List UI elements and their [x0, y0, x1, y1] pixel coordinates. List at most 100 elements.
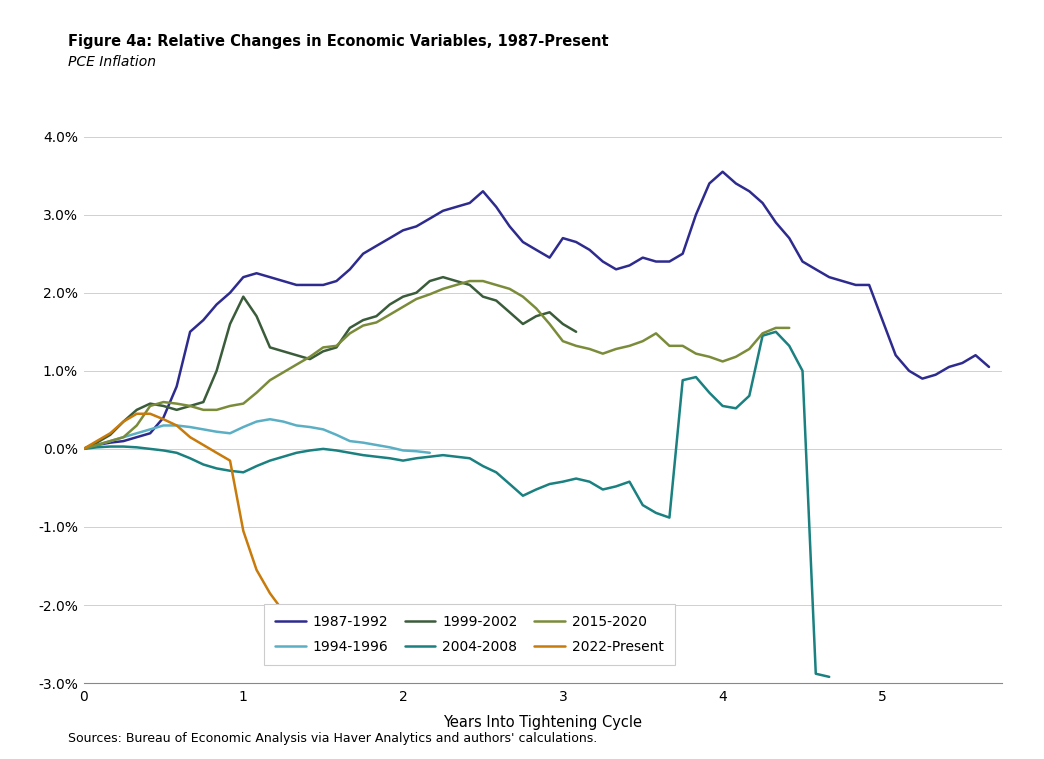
1999-2002	[158, 402, 170, 411]
1994-1996	[77, 444, 90, 453]
2022-Present	[158, 414, 170, 424]
1994-1996	[264, 414, 277, 424]
1999-2002	[264, 343, 277, 352]
1994-1996	[170, 421, 183, 430]
2015-2020	[570, 342, 583, 351]
1994-1996	[184, 423, 196, 432]
1999-2002	[277, 347, 289, 356]
2015-2020	[503, 285, 516, 294]
1999-2002	[464, 280, 476, 289]
1999-2002	[210, 367, 222, 376]
1994-1996	[397, 446, 409, 455]
1994-1996	[223, 429, 236, 438]
Text: PCE Inflation: PCE Inflation	[68, 55, 156, 68]
1999-2002	[223, 320, 236, 329]
Line: 1994-1996: 1994-1996	[84, 419, 430, 453]
2022-Present	[304, 616, 316, 625]
2004-2008	[117, 442, 129, 451]
1987-1992	[716, 167, 729, 176]
2022-Present	[210, 449, 222, 458]
1999-2002	[104, 430, 117, 439]
1999-2002	[517, 320, 529, 329]
1999-2002	[117, 417, 129, 426]
X-axis label: Years Into Tightening Cycle: Years Into Tightening Cycle	[444, 715, 642, 730]
1994-1996	[237, 423, 250, 432]
2004-2008	[823, 672, 835, 682]
1994-1996	[424, 449, 436, 458]
1994-1996	[304, 423, 316, 432]
2022-Present	[277, 606, 289, 616]
1994-1996	[357, 438, 370, 447]
1994-1996	[290, 421, 303, 430]
1999-2002	[77, 444, 90, 453]
1994-1996	[91, 440, 103, 449]
2022-Present	[197, 440, 210, 449]
1999-2002	[170, 405, 183, 414]
1999-2002	[130, 405, 143, 414]
1999-2002	[543, 307, 555, 317]
1994-1996	[117, 433, 129, 442]
2022-Present	[91, 436, 103, 446]
Line: 2015-2020: 2015-2020	[84, 281, 789, 449]
Line: 1999-2002: 1999-2002	[84, 277, 576, 449]
1987-1992	[982, 362, 995, 371]
1999-2002	[317, 347, 330, 356]
2022-Present	[144, 409, 157, 418]
2004-2008	[104, 442, 117, 451]
1999-2002	[570, 327, 583, 336]
2004-2008	[596, 485, 609, 494]
1999-2002	[450, 276, 462, 285]
2022-Present	[223, 456, 236, 465]
Text: Sources: Bureau of Economic Analysis via Haver Analytics and authors' calculatio: Sources: Bureau of Economic Analysis via…	[68, 732, 597, 745]
2022-Present	[237, 526, 250, 535]
1999-2002	[330, 343, 342, 352]
1994-1996	[130, 429, 143, 438]
1994-1996	[104, 436, 117, 446]
1999-2002	[383, 300, 396, 309]
2004-2008	[397, 456, 409, 465]
1999-2002	[197, 398, 210, 407]
1999-2002	[490, 296, 502, 305]
1999-2002	[436, 272, 449, 282]
2015-2020	[343, 329, 356, 338]
2015-2020	[477, 276, 490, 285]
2022-Present	[117, 417, 129, 426]
Legend: 1987-1992, 1994-1996, 1999-2002, 2004-2008, 2015-2020, 2022-Present: 1987-1992, 1994-1996, 1999-2002, 2004-20…	[264, 604, 674, 665]
2015-2020	[197, 405, 210, 414]
1999-2002	[357, 316, 370, 325]
1987-1992	[371, 241, 383, 250]
1994-1996	[277, 417, 289, 426]
2022-Present	[184, 433, 196, 442]
2022-Present	[170, 421, 183, 430]
Line: 2022-Present: 2022-Present	[84, 414, 310, 621]
1987-1992	[969, 351, 981, 360]
1999-2002	[556, 320, 569, 329]
1994-1996	[371, 440, 383, 449]
2004-2008	[584, 477, 596, 487]
1999-2002	[503, 307, 516, 317]
2015-2020	[517, 292, 529, 301]
2004-2008	[277, 452, 289, 461]
1999-2002	[477, 292, 490, 301]
2022-Present	[104, 429, 117, 438]
1994-1996	[144, 425, 157, 434]
Text: Figure 4a: Relative Changes in Economic Variables, 1987-Present: Figure 4a: Relative Changes in Economic …	[68, 34, 609, 49]
1994-1996	[410, 447, 423, 456]
1999-2002	[304, 354, 316, 364]
1999-2002	[144, 399, 157, 408]
2022-Present	[77, 444, 90, 453]
2015-2020	[464, 276, 476, 285]
2015-2020	[77, 444, 90, 453]
1987-1992	[383, 234, 396, 243]
1987-1992	[77, 444, 90, 453]
1994-1996	[197, 425, 210, 434]
1987-1992	[251, 269, 263, 278]
1999-2002	[424, 276, 436, 285]
2022-Present	[130, 409, 143, 418]
1999-2002	[343, 323, 356, 332]
1999-2002	[371, 312, 383, 321]
1999-2002	[290, 351, 303, 360]
1999-2002	[410, 288, 423, 298]
1987-1992	[596, 257, 609, 266]
1999-2002	[251, 312, 263, 321]
